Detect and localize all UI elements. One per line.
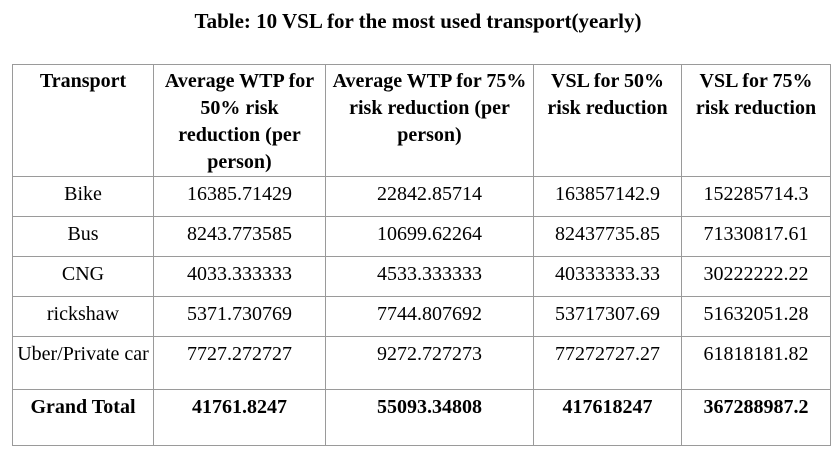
cell-avg-wtp-75: 22842.85714: [325, 176, 534, 217]
cell-vsl-50: 77272727.27: [533, 336, 682, 390]
cell-vsl-50: 163857142.9: [533, 176, 682, 217]
cell-transport: rickshaw: [12, 296, 154, 337]
cell-transport: Bike: [12, 176, 154, 217]
header-vsl-50: VSL for 50% risk reduction: [533, 64, 682, 177]
header-transport: Transport: [12, 64, 154, 177]
cell-vsl-75: 71330817.61: [681, 216, 831, 257]
cell-total-vsl-50: 417618247: [533, 389, 682, 446]
table-row: Bike 16385.71429 22842.85714 163857142.9…: [12, 176, 831, 217]
cell-total-label: Grand Total: [12, 389, 154, 446]
cell-avg-wtp-50: 8243.773585: [153, 216, 326, 257]
cell-vsl-75: 152285714.3: [681, 176, 831, 217]
cell-transport: Uber/Private car: [12, 336, 154, 390]
cell-avg-wtp-75: 9272.727273: [325, 336, 534, 390]
cell-avg-wtp-75: 7744.807692: [325, 296, 534, 337]
vsl-table: Transport Average WTP for 50% risk reduc…: [12, 64, 831, 446]
cell-transport: Bus: [12, 216, 154, 257]
cell-avg-wtp-50: 16385.71429: [153, 176, 326, 217]
cell-vsl-75: 30222222.22: [681, 256, 831, 297]
table-header-row: Transport Average WTP for 50% risk reduc…: [12, 64, 831, 177]
cell-transport: CNG: [12, 256, 154, 297]
cell-vsl-50: 53717307.69: [533, 296, 682, 337]
cell-vsl-75: 61818181.82: [681, 336, 831, 390]
table-row: Uber/Private car 7727.272727 9272.727273…: [12, 336, 831, 390]
grand-total-row: Grand Total 41761.8247 55093.34808 41761…: [12, 389, 831, 446]
cell-vsl-50: 40333333.33: [533, 256, 682, 297]
cell-avg-wtp-50: 7727.272727: [153, 336, 326, 390]
cell-avg-wtp-50: 4033.333333: [153, 256, 326, 297]
cell-total-vsl-75: 367288987.2: [681, 389, 831, 446]
cell-avg-wtp-75: 4533.333333: [325, 256, 534, 297]
cell-vsl-75: 51632051.28: [681, 296, 831, 337]
table-caption: Table: 10 VSL for the most used transpor…: [194, 9, 642, 33]
table-row: Bus 8243.773585 10699.62264 82437735.85 …: [12, 216, 831, 257]
header-vsl-75: VSL for 75% risk reduction: [681, 64, 831, 177]
cell-total-avg-wtp-50: 41761.8247: [153, 389, 326, 446]
cell-total-avg-wtp-75: 55093.34808: [325, 389, 534, 446]
cell-avg-wtp-75: 10699.62264: [325, 216, 534, 257]
table-row: rickshaw 5371.730769 7744.807692 5371730…: [12, 296, 831, 337]
cell-avg-wtp-50: 5371.730769: [153, 296, 326, 337]
header-avg-wtp-75: Average WTP for 75% risk reduction (per …: [325, 64, 534, 177]
table-row: CNG 4033.333333 4533.333333 40333333.33 …: [12, 256, 831, 297]
cell-vsl-50: 82437735.85: [533, 216, 682, 257]
header-avg-wtp-50: Average WTP for 50% risk reduction (per …: [153, 64, 326, 177]
